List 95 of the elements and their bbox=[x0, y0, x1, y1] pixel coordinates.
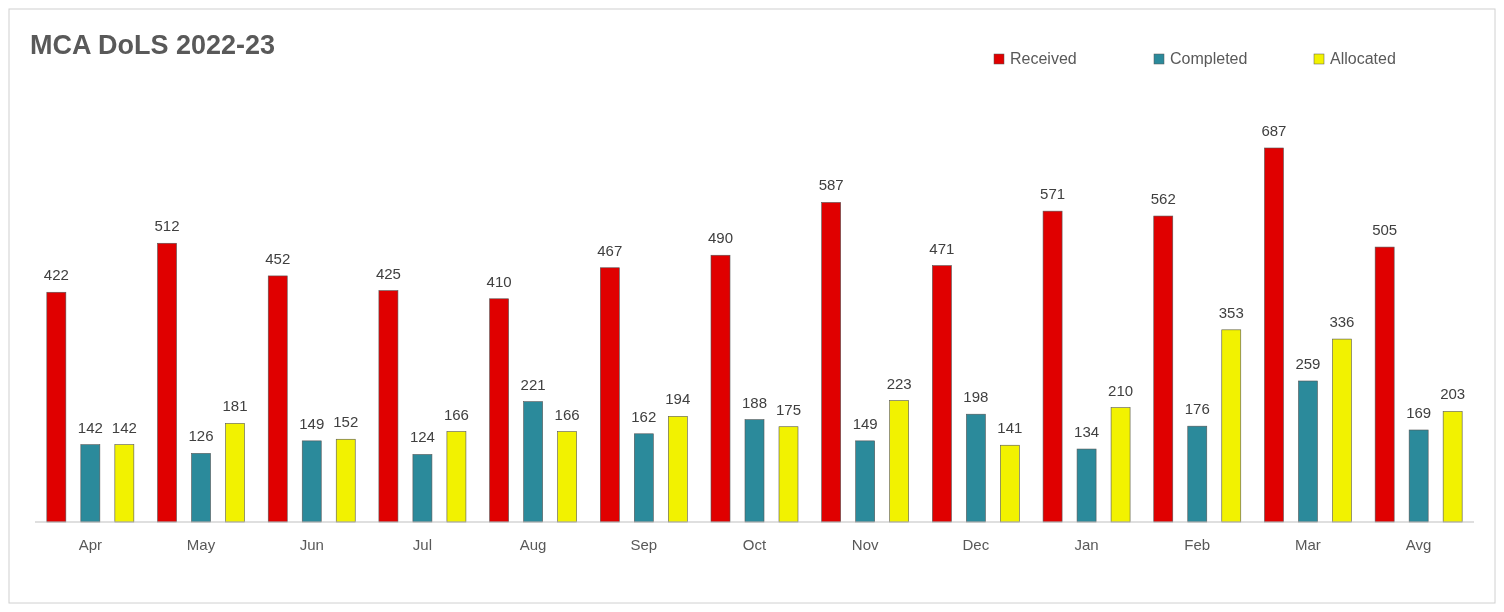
data-label: 162 bbox=[631, 407, 657, 425]
legend-label: Allocated bbox=[1330, 50, 1396, 67]
bar bbox=[634, 433, 654, 523]
bar bbox=[668, 416, 688, 523]
x-tick-label: Feb bbox=[1184, 536, 1211, 553]
x-tick-label: Jul bbox=[412, 536, 433, 553]
data-label: 490 bbox=[707, 229, 734, 247]
legend-label: Completed bbox=[1170, 50, 1248, 67]
bar bbox=[778, 426, 799, 523]
data-label: 181 bbox=[222, 397, 248, 415]
legend-label: Received bbox=[1010, 50, 1077, 67]
data-label: 176 bbox=[1184, 400, 1210, 418]
bar bbox=[600, 267, 620, 523]
bar bbox=[1042, 210, 1063, 523]
data-label: 687 bbox=[1261, 122, 1287, 139]
data-label: 512 bbox=[154, 217, 180, 235]
x-tick-label: Dec bbox=[962, 536, 990, 553]
data-label: 587 bbox=[818, 176, 844, 194]
x-tick-label: Avg bbox=[1405, 536, 1432, 553]
bar bbox=[855, 440, 875, 523]
bar bbox=[225, 423, 245, 523]
bar bbox=[889, 400, 909, 523]
data-label: 422 bbox=[43, 266, 69, 284]
data-label: 410 bbox=[486, 272, 512, 290]
bar bbox=[335, 438, 356, 523]
data-label: 166 bbox=[443, 405, 469, 423]
data-label: 126 bbox=[188, 427, 214, 445]
bar bbox=[46, 291, 67, 523]
bar bbox=[412, 454, 433, 523]
bar bbox=[191, 453, 211, 523]
bar bbox=[1153, 215, 1174, 523]
bar bbox=[80, 444, 101, 523]
data-label: 221 bbox=[520, 375, 546, 393]
data-label: 124 bbox=[409, 428, 435, 446]
data-label: 166 bbox=[554, 405, 580, 423]
chart-title: MCA DoLS 2022-23 bbox=[30, 30, 276, 60]
data-label: 203 bbox=[1440, 385, 1466, 403]
bar bbox=[157, 242, 177, 523]
data-label: 152 bbox=[333, 413, 359, 431]
x-tick-label: Oct bbox=[742, 536, 767, 553]
data-label: 210 bbox=[1108, 381, 1134, 399]
data-label: 467 bbox=[597, 241, 623, 259]
data-label: 452 bbox=[265, 249, 291, 267]
bar bbox=[932, 265, 952, 523]
bar bbox=[1442, 411, 1463, 523]
x-tick-label: Aug bbox=[519, 536, 547, 553]
x-tick-label: Jun bbox=[299, 536, 324, 553]
data-label: 194 bbox=[665, 390, 691, 408]
data-label: 134 bbox=[1074, 423, 1100, 441]
x-tick-label: Mar bbox=[1295, 536, 1321, 553]
x-tick-label: Nov bbox=[851, 536, 880, 553]
data-label: 353 bbox=[1218, 303, 1244, 321]
data-label: 471 bbox=[929, 239, 955, 257]
data-label: 142 bbox=[77, 418, 103, 436]
data-label: 142 bbox=[111, 418, 137, 436]
bar bbox=[523, 401, 543, 523]
data-label: 336 bbox=[1329, 313, 1355, 331]
bar bbox=[267, 275, 288, 523]
bar bbox=[710, 254, 731, 523]
x-tick-label: May bbox=[186, 536, 216, 553]
x-tick-label: Jan bbox=[1074, 536, 1099, 553]
bar bbox=[114, 444, 135, 523]
data-label: 223 bbox=[886, 374, 912, 392]
data-label: 571 bbox=[1040, 185, 1066, 203]
bar bbox=[1264, 147, 1284, 523]
bar bbox=[378, 290, 399, 523]
bar bbox=[966, 413, 986, 523]
bar bbox=[489, 298, 509, 523]
bar bbox=[1332, 338, 1352, 523]
data-label: 169 bbox=[1406, 404, 1432, 421]
bar bbox=[557, 431, 577, 523]
data-label: 198 bbox=[963, 388, 989, 406]
data-label: 149 bbox=[852, 414, 878, 432]
data-label: 259 bbox=[1295, 355, 1321, 372]
data-label: 425 bbox=[375, 264, 401, 282]
data-label: 188 bbox=[741, 393, 768, 411]
bar bbox=[1000, 444, 1020, 523]
bar bbox=[1374, 246, 1395, 523]
data-label: 175 bbox=[775, 400, 802, 418]
bar bbox=[1110, 407, 1131, 523]
bar bbox=[1221, 329, 1242, 523]
bar bbox=[446, 431, 467, 523]
data-label: 149 bbox=[299, 414, 325, 432]
data-label: 562 bbox=[1150, 190, 1176, 208]
x-tick-label: Apr bbox=[78, 536, 103, 553]
bar bbox=[1187, 425, 1208, 523]
bar bbox=[301, 440, 322, 523]
data-label: 505 bbox=[1372, 221, 1398, 239]
bar bbox=[821, 202, 841, 523]
bar bbox=[744, 419, 765, 523]
bar bbox=[1298, 380, 1318, 523]
bar bbox=[1076, 448, 1097, 523]
data-label: 141 bbox=[997, 419, 1023, 437]
x-tick-label: Sep bbox=[630, 536, 658, 553]
bar bbox=[1408, 429, 1429, 523]
